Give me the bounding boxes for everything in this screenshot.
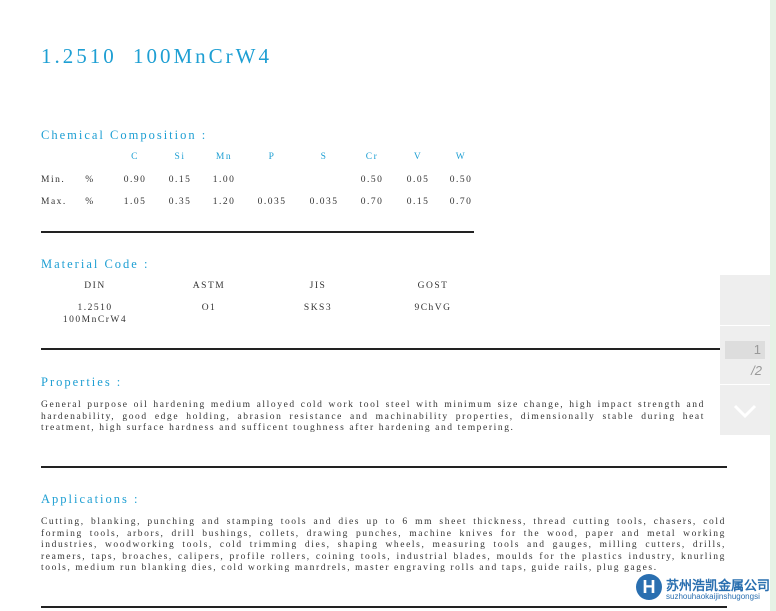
properties-text: General purpose oil hardening medium all… bbox=[41, 400, 705, 433]
chem-value: 0.50 bbox=[449, 175, 473, 185]
standard-value: SKS3 bbox=[303, 303, 333, 313]
standard-name: GOST bbox=[417, 281, 449, 291]
divider bbox=[41, 231, 474, 233]
properties-heading: Properties : bbox=[41, 375, 123, 389]
standard-value: O1 bbox=[201, 303, 217, 313]
element-header: V bbox=[413, 152, 423, 162]
chem-value: 0.50 bbox=[360, 175, 384, 185]
standard-value: 100MnCrW4 bbox=[62, 315, 128, 325]
element-header: S bbox=[320, 152, 328, 162]
standard-value: 9ChVG bbox=[414, 303, 452, 313]
applications-heading: Applications : bbox=[41, 492, 140, 506]
chem-value: 1.00 bbox=[212, 175, 236, 185]
page-down-button[interactable] bbox=[720, 385, 770, 435]
chem-value: 0.15 bbox=[406, 197, 430, 207]
watermark-name: 苏州浩凯金属公司 bbox=[666, 579, 771, 594]
standard-value: 1.2510 bbox=[77, 303, 113, 313]
codes-heading: Material Code : bbox=[41, 257, 150, 271]
chem-value: 0.035 bbox=[309, 197, 339, 207]
divider bbox=[41, 606, 727, 608]
standard-name: DIN bbox=[84, 281, 106, 291]
chem-value: 0.35 bbox=[168, 197, 192, 207]
element-header: P bbox=[268, 152, 276, 162]
chem-value: 0.70 bbox=[449, 197, 473, 207]
element-header: W bbox=[455, 152, 467, 162]
divider bbox=[41, 348, 727, 350]
page-number-input[interactable]: 1 bbox=[725, 341, 765, 359]
logo-icon: H bbox=[636, 574, 662, 600]
element-header: Cr bbox=[365, 152, 379, 162]
applications-text: Cutting, blanking, punching and stamping… bbox=[41, 517, 726, 573]
chem-value: 1.20 bbox=[212, 197, 236, 207]
chevron-down-icon bbox=[733, 404, 757, 419]
row-label: Min. bbox=[41, 175, 66, 185]
chem-heading: Chemical Composition : bbox=[41, 128, 208, 142]
element-header: Si bbox=[174, 152, 186, 162]
watermark-pinyin: suzhouhaokaijinshugongsi bbox=[666, 592, 760, 601]
row-label: Max. bbox=[41, 197, 67, 207]
row-unit: % bbox=[85, 175, 95, 185]
chem-value: 1.05 bbox=[123, 197, 147, 207]
element-header: Mn bbox=[215, 152, 233, 162]
chem-value: 0.15 bbox=[168, 175, 192, 185]
page-title: 1.2510 100MnCrW4 bbox=[41, 44, 272, 68]
standard-name: JIS bbox=[309, 281, 327, 291]
page-indicator: 1 /2 bbox=[720, 326, 770, 384]
chem-value: 0.05 bbox=[406, 175, 430, 185]
chem-value: 0.90 bbox=[123, 175, 147, 185]
chem-value: 0.70 bbox=[360, 197, 384, 207]
standard-name: ASTM bbox=[192, 281, 226, 291]
row-unit: % bbox=[85, 197, 95, 207]
scrollbar[interactable] bbox=[770, 0, 776, 611]
divider bbox=[41, 466, 727, 468]
page-total: /2 bbox=[751, 363, 762, 378]
page-up-button[interactable] bbox=[720, 275, 770, 325]
element-header: C bbox=[131, 152, 139, 162]
chem-value: 0.035 bbox=[257, 197, 287, 207]
